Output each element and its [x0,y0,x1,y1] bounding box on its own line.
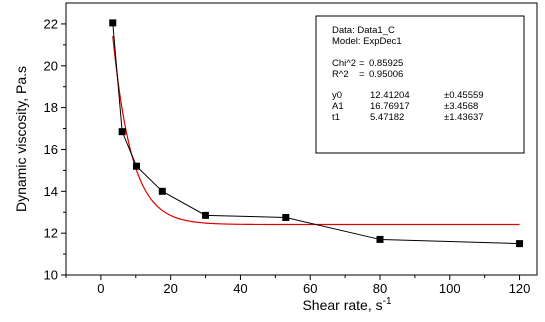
fit-model-line: Model: ExpDec1 [332,36,402,47]
fit-param-name: y0 [332,90,342,101]
fit-stat-name: R^2 [332,69,349,80]
x-tick-label: 120 [509,281,531,296]
plot-frame [65,2,538,276]
y-tick-label: 22 [44,16,58,31]
x-axis: 0 20 40 60 80 100 120 [65,275,531,296]
fit-stat-eq: = [359,58,365,69]
x-tick-label: 100 [439,281,461,296]
data-point [158,187,166,195]
y-tick-label: 20 [44,58,58,73]
data-line [112,22,520,245]
y-tick-label: 18 [44,100,58,115]
fit-param-name: t1 [332,112,340,123]
y-axis: 10 12 14 16 18 20 22 [44,16,66,283]
fit-stat-eq: = [359,69,365,80]
data-point [109,19,117,27]
fit-param-value: 5.47182 [370,112,404,123]
y-tick-label: 12 [44,226,58,241]
data-point [282,213,290,221]
data-markers [109,19,524,248]
fit-data-line: Data: Data1_C [332,25,395,36]
x-tick-label: 40 [233,281,247,296]
fit-stat-value: 0.95006 [369,69,403,80]
data-point [118,128,126,136]
fit-param-error: ±3.4568 [444,101,478,112]
y-tick-label: 14 [44,184,58,199]
data-point [516,240,524,248]
fit-results-box: Data: Data1_C Model: ExpDec1 Chi^2 = 0.8… [315,15,525,154]
fit-param-value: 16.76917 [370,101,410,112]
fit-stat-value: 0.85925 [369,58,403,69]
data-point [202,211,210,219]
fit-param-name: A1 [332,101,344,112]
x-tick-label: 0 [97,281,104,296]
y-tick-label: 16 [44,142,58,157]
x-axis-title: Shear rate, s-1 [302,296,391,313]
y-axis-title: Dynamic viscosity, Pa.s [13,66,29,212]
data-point [132,162,140,170]
x-tick-label: 80 [373,281,387,296]
fit-stat-name: Chi^2 [332,58,356,69]
fit-param-value: 12.41204 [370,90,410,101]
x-tick-label: 60 [303,281,317,296]
data-point [376,235,384,243]
fit-param-error: ±1.43637 [444,112,484,123]
x-tick-label: 20 [163,281,177,296]
fit-param-error: ±0.45559 [444,90,484,101]
y-tick-label: 10 [44,268,58,283]
